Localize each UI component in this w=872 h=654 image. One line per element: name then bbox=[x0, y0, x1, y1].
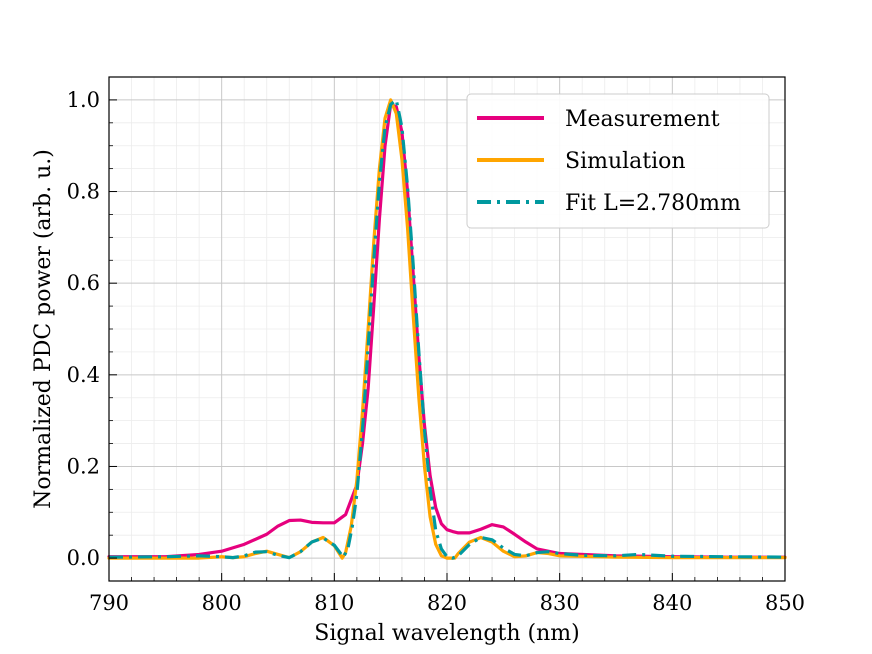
series-layer bbox=[107, 98, 787, 560]
legend-label-fit: Fit L=2.780mm bbox=[565, 191, 741, 216]
x-tick-label: 850 bbox=[765, 591, 805, 615]
y-tick-label: 0.6 bbox=[67, 271, 100, 295]
y-tick-label: 0.0 bbox=[67, 546, 100, 570]
legend-label-simulation: Simulation bbox=[565, 149, 686, 174]
x-tick-label: 830 bbox=[540, 591, 580, 615]
x-tick-label: 800 bbox=[202, 591, 242, 615]
tick-labels: 790 800 810 820 830 840 850 0.0 0.2 0.4 0.6 0.8 1.0 bbox=[67, 88, 805, 615]
y-tick-label: 0.8 bbox=[67, 180, 100, 204]
legend-label-measurement: Measurement bbox=[565, 107, 720, 132]
ticks bbox=[108, 76, 786, 582]
x-tick-label: 820 bbox=[427, 591, 467, 615]
x-tick-label: 810 bbox=[314, 591, 354, 615]
y-tick-label: 1.0 bbox=[67, 88, 100, 112]
y-axis-title: Normalized PDC power (arb. u.) bbox=[31, 149, 56, 509]
series-line-fit-l-2-780mm bbox=[108, 98, 786, 560]
y-tick-label: 0.4 bbox=[67, 363, 100, 387]
legend-box bbox=[466, 93, 770, 229]
x-axis-title: Signal wavelength (nm) bbox=[314, 621, 579, 646]
x-tick-label: 790 bbox=[89, 591, 129, 615]
y-tick-label: 0.2 bbox=[67, 454, 100, 478]
x-tick-label: 840 bbox=[652, 591, 692, 615]
legend: Measurement Simulation Fit L=2.780mm bbox=[466, 93, 770, 229]
